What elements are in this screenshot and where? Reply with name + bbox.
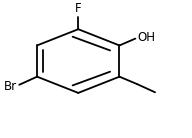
- Text: Br: Br: [4, 79, 17, 93]
- Text: F: F: [75, 2, 82, 15]
- Text: OH: OH: [137, 31, 155, 44]
